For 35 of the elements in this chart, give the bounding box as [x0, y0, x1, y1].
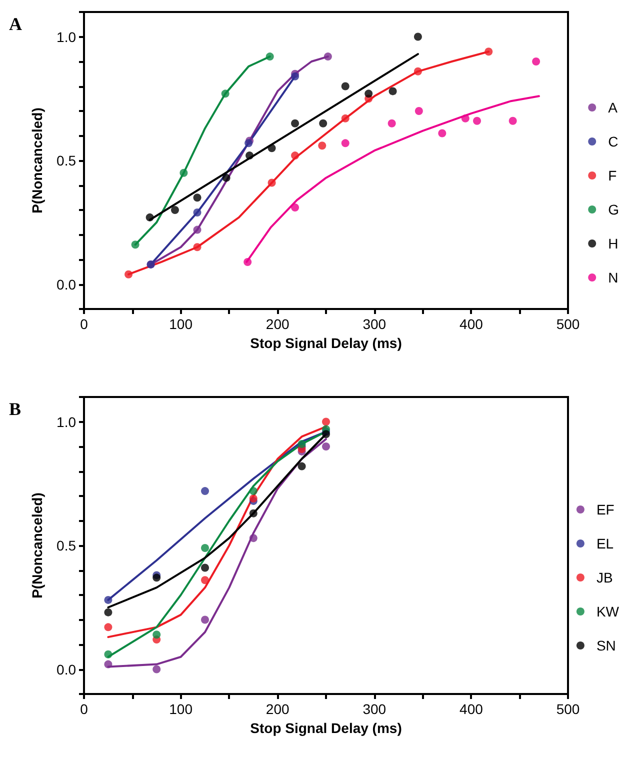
y-tick-label: 0.5 [56, 152, 76, 168]
x-tick-label: 0 [80, 701, 88, 717]
x-tick-label: 300 [362, 316, 386, 332]
x-tick-label: 400 [460, 316, 484, 332]
legend-label: H [608, 236, 618, 252]
x-tick-label: 200 [266, 701, 290, 717]
x-tick-label: 100 [169, 701, 193, 717]
x-tick-label: 100 [169, 316, 193, 332]
y-tick-label: 0.0 [56, 276, 76, 292]
y-tick-label: 1.0 [56, 28, 76, 45]
x-tick-label: 0 [80, 316, 88, 332]
legend-label: F [608, 168, 617, 184]
legend-label: C [608, 134, 618, 150]
y-tick-label: 0.5 [56, 538, 76, 554]
x-tick-label: 300 [362, 701, 386, 717]
chart-title: B [9, 399, 22, 419]
legend-label: N [608, 270, 618, 286]
x-tick-label: 500 [556, 316, 580, 332]
y-tick-label: 1.0 [56, 414, 76, 430]
legend-label: EF [596, 502, 614, 518]
y-tick-label: 0.0 [56, 661, 76, 678]
x-axis-title: Stop Signal Delay (ms) [250, 334, 402, 351]
y-axis-title: P(Noncanceled) [29, 108, 45, 214]
legend-label: EL [596, 536, 614, 552]
legend-label: JB [596, 570, 613, 586]
x-axis-title: Stop Signal Delay (ms) [250, 720, 402, 736]
x-tick-label: 200 [266, 316, 290, 332]
legend-label: KW [596, 604, 620, 620]
legend-label: A [608, 100, 618, 116]
x-tick-label: 500 [556, 701, 580, 717]
x-tick-label: 400 [460, 701, 484, 717]
chart-title: A [9, 14, 22, 34]
y-axis-title: P(Noncanceled) [29, 492, 45, 598]
legend-label: SN [596, 638, 616, 654]
legend-label: G [608, 202, 619, 218]
